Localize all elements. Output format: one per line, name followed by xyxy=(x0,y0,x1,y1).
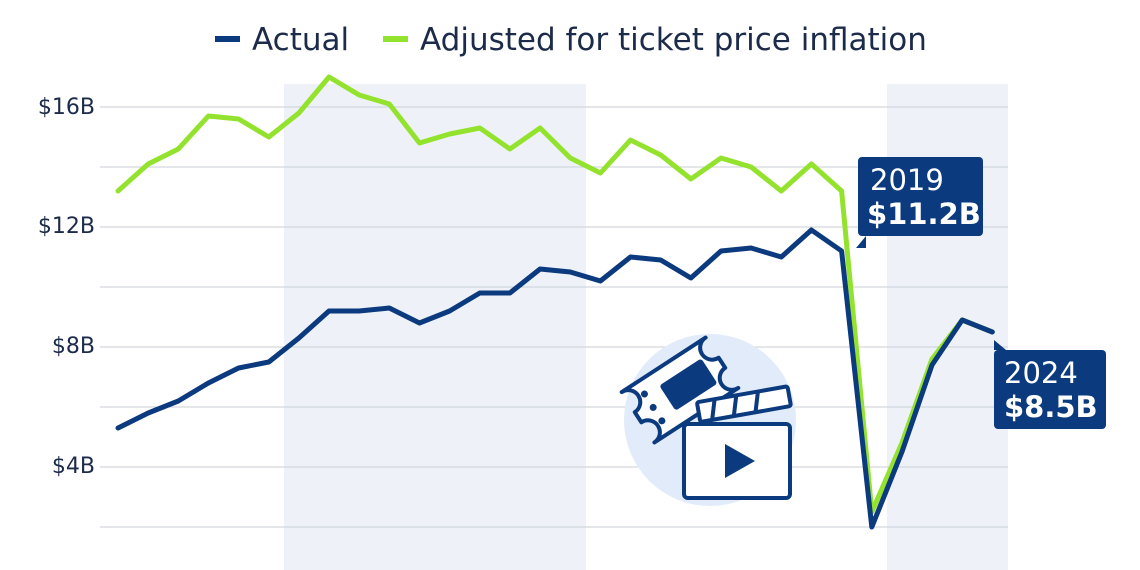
callout-2019-year: 2019 xyxy=(870,163,944,197)
callout-2024-year: 2024 xyxy=(1004,356,1078,390)
gridlines xyxy=(100,106,1008,528)
series-line-adjusted xyxy=(115,74,995,515)
legend-label-actual: Actual xyxy=(252,22,349,58)
y-tick-label: $16B xyxy=(38,95,95,120)
series-line-actual xyxy=(115,227,995,530)
legend-label-adjusted: Adjusted for ticket price inflation xyxy=(420,22,927,58)
y-tick-label: $8B xyxy=(52,334,95,359)
y-tick-label: $4B xyxy=(52,454,95,479)
y-axis: $4B $8B $12B $16B xyxy=(38,95,95,479)
legend-swatch-actual xyxy=(215,36,240,42)
movie-ticket-clapperboard-icon xyxy=(619,334,796,506)
callout-2024-value: $8.5B xyxy=(1004,390,1098,424)
band-2020s xyxy=(887,84,1008,570)
callout-2019: 2019 $11.2B xyxy=(856,157,983,248)
legend: Actual Adjusted for ticket price inflati… xyxy=(215,22,927,58)
y-tick-label: $12B xyxy=(38,214,95,239)
band-2000s-early xyxy=(284,84,586,570)
callout-2024: 2024 $8.5B xyxy=(994,340,1106,429)
callout-2019-value: $11.2B xyxy=(867,197,981,231)
legend-swatch-adjusted xyxy=(383,36,408,42)
